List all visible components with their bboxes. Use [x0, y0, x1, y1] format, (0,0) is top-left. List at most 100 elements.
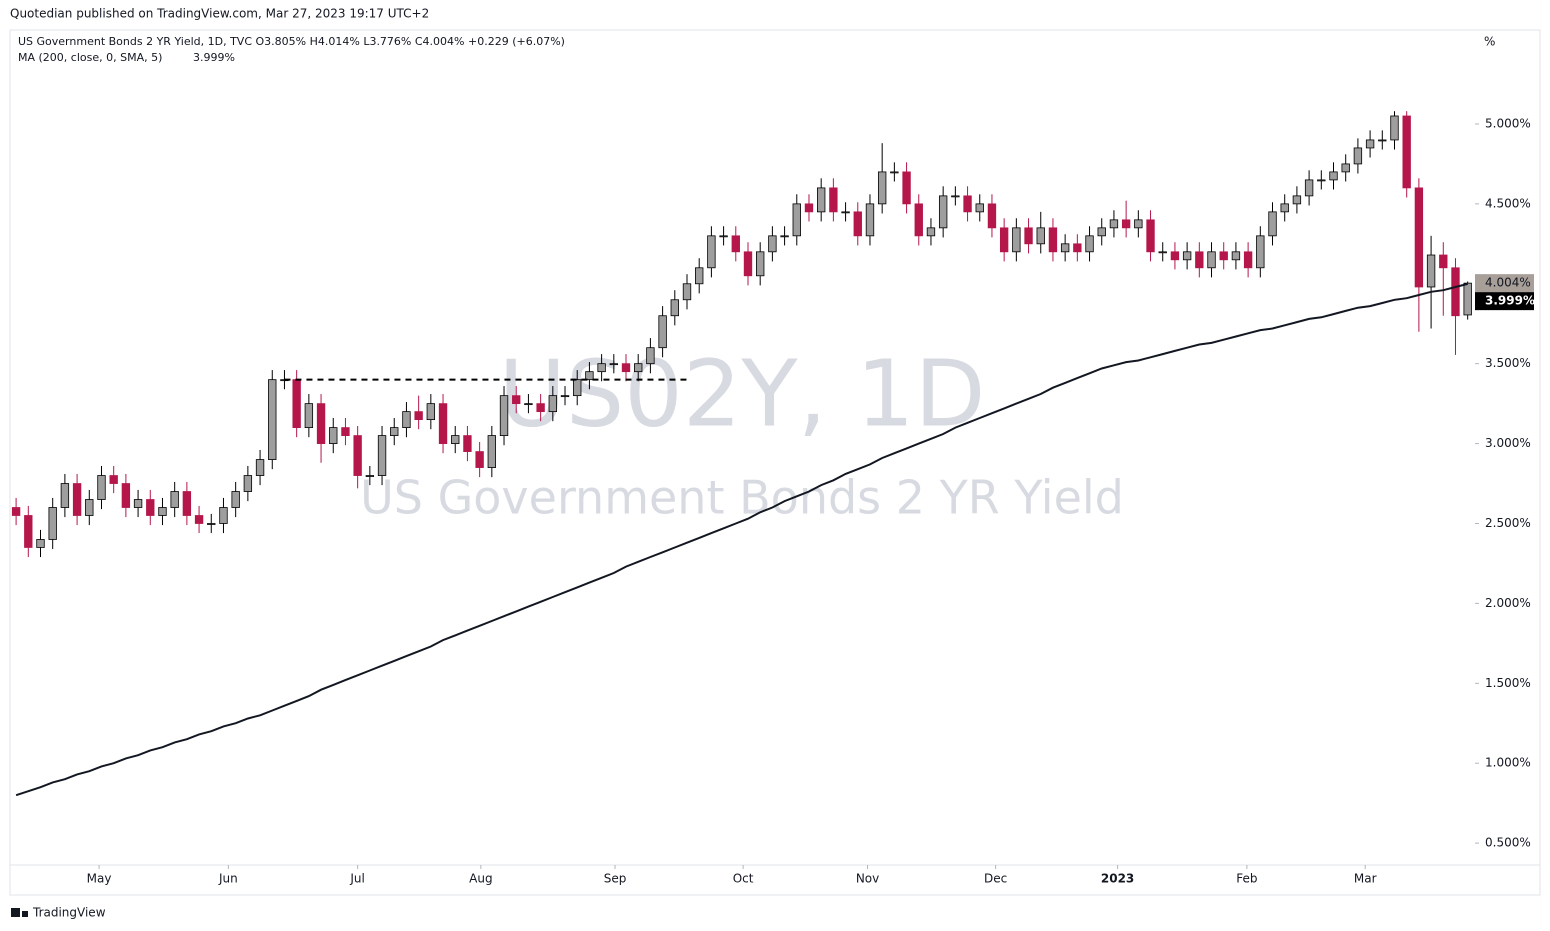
candle-body — [402, 411, 411, 429]
candle-body — [756, 251, 765, 277]
candle-body — [219, 507, 228, 524]
candle-body — [841, 211, 850, 214]
candle-body — [353, 435, 362, 476]
candle-body — [548, 395, 557, 413]
candle-body — [877, 171, 887, 205]
legend-ma: MA (200, close, 0, SMA, 5) — [18, 51, 162, 64]
candle-body — [1390, 115, 1399, 141]
candle-body — [1195, 251, 1204, 269]
candle-body — [890, 171, 899, 174]
candle-body — [865, 203, 875, 237]
candle-body — [829, 187, 838, 213]
candle-body — [743, 251, 753, 277]
candle-body — [914, 203, 923, 237]
candle-body — [1170, 251, 1180, 261]
candle-body — [1353, 147, 1363, 165]
candle-body — [585, 371, 594, 381]
legend-ma-value: 3.999% — [193, 51, 235, 64]
candle-body — [951, 195, 960, 198]
candle-body — [902, 171, 911, 205]
chart-frame — [9, 29, 1541, 896]
candle-body — [816, 187, 826, 213]
candle-body — [451, 435, 460, 444]
candle-body — [792, 203, 801, 237]
candle-body — [463, 435, 472, 452]
price-badge-label: 4.004% — [1485, 276, 1531, 290]
candle-body — [1256, 235, 1265, 269]
candle-body — [1146, 219, 1155, 253]
candle-body — [1414, 187, 1424, 288]
candle-body — [316, 403, 326, 444]
y-tick-label: 1.000% — [1485, 756, 1531, 770]
candle-body — [695, 267, 704, 285]
y-unit: % — [1484, 35, 1495, 49]
candle-body — [426, 403, 436, 421]
candle-body — [60, 483, 70, 508]
candle-body — [1158, 251, 1167, 254]
candle-body — [1341, 163, 1350, 173]
x-tick-label: Jun — [218, 872, 238, 886]
ma-badge — [1475, 292, 1534, 311]
candle-body — [780, 235, 789, 238]
candle-body — [646, 347, 655, 365]
y-tick-label: 0.500% — [1485, 836, 1531, 850]
candle-body — [1012, 227, 1021, 253]
candle-body — [499, 395, 509, 436]
candle-body — [707, 235, 716, 269]
candle-body — [365, 475, 375, 477]
x-tick-label: Feb — [1236, 872, 1257, 886]
candle-body — [1182, 251, 1192, 261]
candle-body — [1317, 179, 1326, 182]
candle-body — [304, 403, 314, 429]
candle-body — [853, 211, 862, 237]
y-tick-label: 3.000% — [1485, 436, 1531, 450]
candle-body — [682, 283, 692, 301]
ma-line — [15, 282, 1468, 797]
candle-body — [109, 475, 118, 484]
x-tick-label: Oct — [733, 872, 754, 886]
candle-body — [1231, 251, 1241, 261]
candle-body — [48, 507, 57, 540]
candle-body — [390, 427, 399, 436]
candle-body — [1219, 251, 1228, 261]
candle-body — [512, 395, 521, 405]
candle-body — [1451, 267, 1460, 317]
candle-body — [573, 379, 582, 397]
candle-body — [597, 363, 606, 373]
candle-body — [268, 379, 277, 460]
candle-body — [719, 235, 728, 238]
candle-body — [194, 515, 204, 524]
candle-body — [85, 499, 94, 516]
candle-body — [1292, 195, 1302, 205]
candle-body — [146, 499, 155, 516]
candle-body — [1268, 211, 1277, 237]
candle-body — [1426, 254, 1436, 288]
candle-body — [1439, 254, 1448, 269]
price-badge — [1475, 274, 1534, 293]
candle-body — [487, 435, 497, 468]
candle-body — [207, 523, 216, 525]
candle-body — [36, 539, 45, 548]
x-tick-label: Jul — [349, 872, 364, 886]
candle-body — [377, 435, 387, 476]
candle-body — [938, 195, 948, 229]
x-tick-label: Sep — [604, 872, 627, 886]
candle-body — [524, 403, 533, 406]
y-tick-label: 4.500% — [1485, 196, 1531, 210]
candle-body — [609, 363, 618, 366]
candle-body — [1304, 179, 1314, 197]
candle-body — [255, 459, 265, 476]
candle-body — [1121, 219, 1131, 229]
candle-body — [975, 203, 984, 213]
candle-body — [926, 227, 936, 237]
candle-body — [1109, 219, 1119, 229]
candle-body — [231, 491, 240, 508]
footer-brand: TradingView — [32, 906, 106, 920]
candle-body — [987, 203, 997, 229]
candle-body — [414, 411, 423, 421]
candle-body — [292, 379, 301, 429]
candle-body — [1048, 227, 1058, 253]
candle-body — [670, 299, 679, 317]
candle-body — [963, 195, 972, 213]
